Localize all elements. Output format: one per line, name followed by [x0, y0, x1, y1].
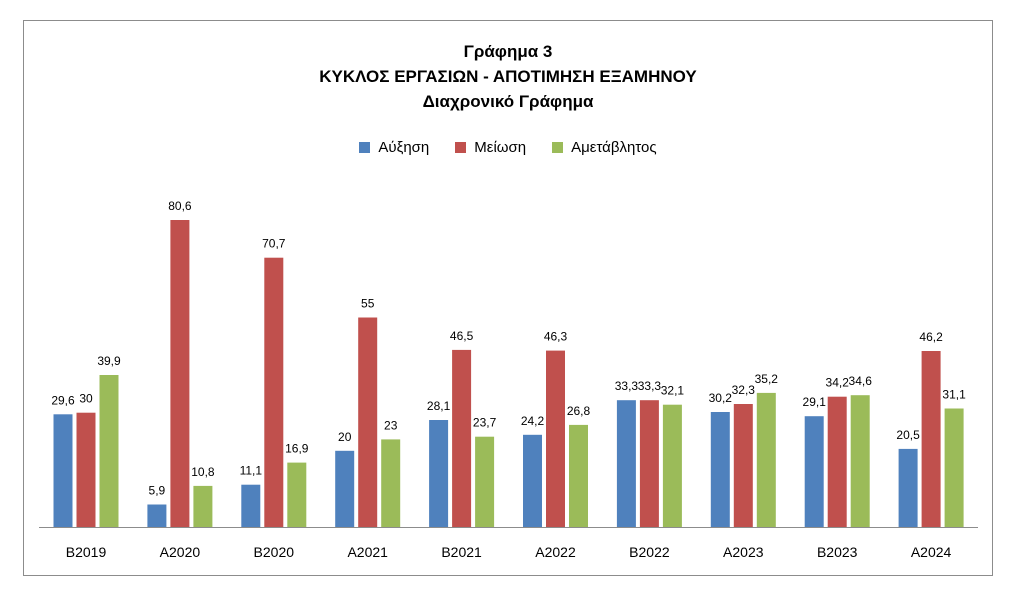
- bar-a2020-series-2: [193, 485, 213, 527]
- x-tick-label-b2022: B2022: [629, 544, 670, 560]
- chart-frame: Γράφημα 3 ΚΥΚΛΟΣ ΕΡΓΑΣΙΩΝ - ΑΠΟΤΙΜΗΣΗ ΕΞ…: [23, 20, 993, 576]
- data-label-b2022-series-2: 32,1: [661, 384, 685, 398]
- data-label-a2023-series-0: 30,2: [709, 391, 733, 405]
- data-label-a2021-series-2: 23: [384, 418, 398, 432]
- bar-b2019-series-2: [99, 375, 119, 527]
- data-label-b2019-series-2: 39,9: [97, 354, 121, 368]
- data-label-b2020-series-0: 11,1: [240, 464, 263, 478]
- x-tick-label-b2019: B2019: [66, 544, 107, 560]
- bar-b2023-series-0: [804, 416, 824, 527]
- bar-a2022-series-1: [546, 350, 565, 527]
- bar-b2019-series-1: [76, 412, 96, 527]
- bar-b2020-series-2: [287, 462, 307, 527]
- chart-subtitle: ΚΥΚΛΟΣ ΕΡΓΑΣΙΩΝ - ΑΠΟΤΙΜΗΣΗ ΕΞΑΜΗΝΟΥ: [319, 67, 697, 86]
- x-tick-label-a2023: A2023: [723, 544, 764, 560]
- data-label-a2024-series-2: 31,1: [942, 388, 966, 402]
- data-label-b2022-series-1: 33,3: [638, 379, 662, 393]
- bar-b2021-series-1: [452, 349, 472, 527]
- legend-label-increase: Αύξηση: [378, 139, 430, 156]
- data-label-b2023-series-1: 34,2: [826, 376, 850, 390]
- chart-title: Γράφημα 3: [463, 42, 553, 61]
- data-label-a2021-series-1: 55: [361, 297, 375, 311]
- data-label-a2024-series-1: 46,2: [919, 330, 943, 344]
- bar-a2024-series-0: [898, 448, 918, 527]
- legend-label-unchanged: Αμετάβλητος: [571, 139, 657, 156]
- data-label-a2022-series-0: 24,2: [521, 414, 545, 428]
- data-label-a2020-series-0: 5,9: [149, 484, 166, 498]
- legend-label-decrease: Μείωση: [474, 139, 527, 156]
- chart-legend: Αύξηση Μείωση Αμετάβλητος: [24, 139, 992, 156]
- bar-b2019-series-0: [53, 414, 73, 527]
- bar-b2021-series-0: [429, 420, 449, 527]
- data-label-b2021-series-2: 23,7: [473, 416, 497, 430]
- bar-a2021-series-2: [381, 439, 401, 527]
- legend-swatch-increase: [359, 142, 371, 153]
- x-tick-label-b2023: B2023: [817, 544, 858, 560]
- data-label-a2024-series-0: 20,5: [896, 428, 920, 442]
- data-label-b2020-series-2: 16,9: [285, 442, 309, 456]
- chart-titles: Γράφημα 3 ΚΥΚΛΟΣ ΕΡΓΑΣΙΩΝ - ΑΠΟΤΙΜΗΣΗ ΕΞ…: [24, 39, 992, 114]
- bar-a2021-series-1: [358, 317, 378, 527]
- bar-a2023-series-0: [710, 412, 730, 527]
- bar-a2022-series-2: [569, 424, 588, 527]
- x-tick-label-b2020: B2020: [254, 544, 295, 560]
- legend-swatch-decrease: [455, 142, 467, 153]
- bar-a2020-series-1: [170, 220, 190, 527]
- data-label-a2022-series-2: 26,8: [567, 404, 591, 418]
- data-label-a2020-series-2: 10,8: [191, 465, 215, 479]
- legend-item-decrease: Μείωση: [455, 139, 526, 156]
- bar-a2021-series-0: [335, 450, 355, 527]
- data-label-b2021-series-1: 46,5: [450, 329, 474, 343]
- bar-a2023-series-1: [733, 404, 753, 527]
- x-tick-label-a2021: A2021: [347, 544, 388, 560]
- legend-swatch-unchanged: [552, 142, 564, 153]
- data-label-a2023-series-2: 35,2: [755, 372, 779, 386]
- data-label-b2020-series-1: 70,7: [262, 237, 286, 251]
- data-label-b2019-series-0: 29,6: [51, 393, 75, 407]
- bar-b2022-series-0: [616, 400, 636, 527]
- data-label-a2022-series-1: 46,3: [544, 330, 568, 344]
- bar-b2022-series-1: [639, 400, 659, 527]
- bar-b2023-series-1: [827, 396, 847, 527]
- chart-plot: 29,6 30 39,9 B2019 5,9 80,6 10,8 A2020 11,1 70,7 1…: [39, 199, 978, 560]
- data-label-b2019-series-1: 30: [79, 392, 93, 406]
- bar-a2023-series-2: [756, 392, 776, 527]
- x-tick-label-a2022: A2022: [535, 544, 576, 560]
- bar-a2022-series-0: [523, 434, 542, 527]
- data-label-b2022-series-0: 33,3: [615, 379, 639, 393]
- legend-item-increase: Αύξηση: [359, 139, 429, 156]
- x-tick-label-b2021: B2021: [441, 544, 482, 560]
- bar-b2022-series-2: [662, 404, 682, 527]
- bar-a2020-series-0: [147, 504, 167, 527]
- bar-a2024-series-1: [921, 351, 941, 527]
- x-tick-label-a2020: A2020: [160, 544, 201, 560]
- bar-a2024-series-2: [944, 408, 964, 527]
- chart-subtitle-2: Διαχρονικό Γράφημα: [422, 92, 594, 111]
- bar-b2020-series-0: [241, 484, 261, 527]
- data-label-a2021-series-0: 20: [338, 430, 352, 444]
- bar-b2020-series-1: [264, 257, 284, 527]
- data-label-b2023-series-2: 34,6: [849, 374, 873, 388]
- data-label-b2023-series-0: 29,1: [803, 395, 827, 409]
- data-label-a2023-series-1: 32,3: [732, 383, 756, 397]
- bar-b2021-series-2: [475, 436, 495, 527]
- bar-b2023-series-2: [850, 395, 870, 527]
- x-tick-label-a2024: A2024: [911, 544, 952, 560]
- data-label-b2021-series-0: 28,1: [427, 399, 451, 413]
- legend-item-unchanged: Αμετάβλητος: [552, 139, 657, 156]
- data-label-a2020-series-1: 80,6: [168, 199, 192, 213]
